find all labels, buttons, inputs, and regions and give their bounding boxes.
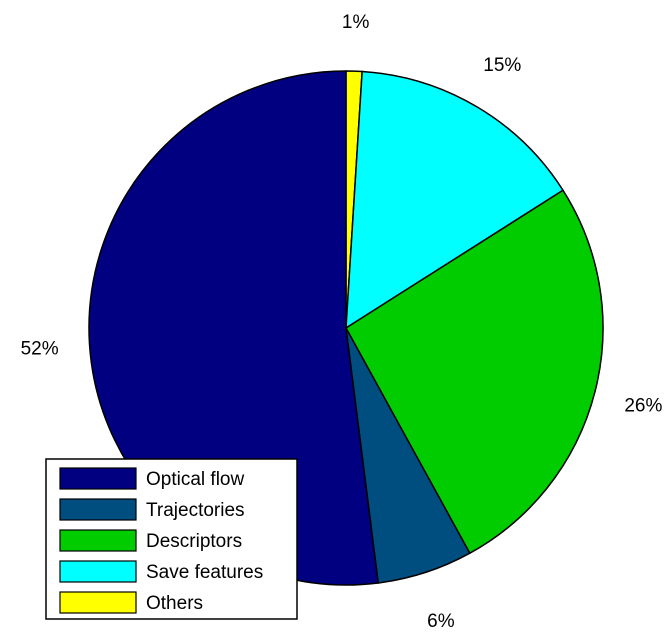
slice-label-descriptors: 26% bbox=[624, 395, 662, 416]
legend-swatch-trajectories bbox=[59, 498, 137, 521]
legend-label-save-features: Save features bbox=[146, 562, 263, 583]
legend-label-others: Others bbox=[146, 593, 203, 614]
legend-label-optical-flow: Optical flow bbox=[146, 469, 244, 490]
legend-swatch-optical-flow bbox=[59, 467, 137, 490]
pie-slices bbox=[88, 70, 604, 586]
slice-descriptors bbox=[345, 189, 604, 555]
legend-swatch-descriptors bbox=[59, 529, 137, 552]
slice-save-features bbox=[345, 70, 565, 330]
legend: Optical flow Trajectories Descriptors Save … bbox=[45, 458, 298, 620]
slice-label-optical-flow: 52% bbox=[21, 338, 59, 359]
legend-swatch-others bbox=[59, 591, 137, 614]
slice-label-save-features: 15% bbox=[483, 55, 521, 76]
legend-swatch-save-features bbox=[59, 560, 137, 583]
slice-label-others: 1% bbox=[342, 12, 370, 33]
legend-label-descriptors: Descriptors bbox=[146, 531, 242, 552]
legend-label-trajectories: Trajectories bbox=[146, 500, 245, 521]
slice-labels: 1% 15% 26% 6% 52% bbox=[21, 12, 663, 632]
slice-label-trajectories: 6% bbox=[427, 611, 455, 632]
